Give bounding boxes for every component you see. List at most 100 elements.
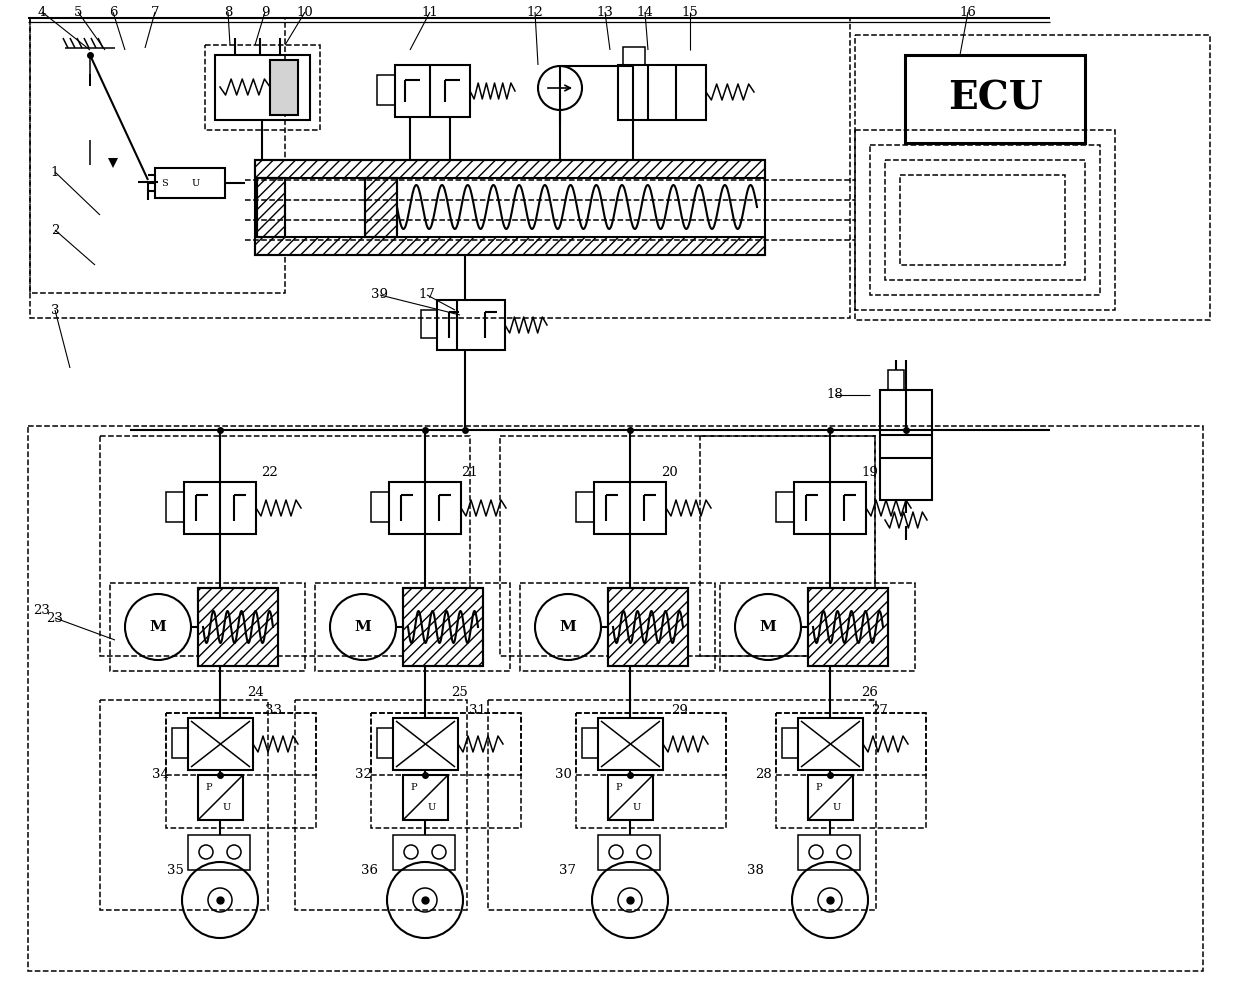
- Text: 13: 13: [596, 6, 614, 19]
- Text: 38: 38: [746, 863, 764, 876]
- Bar: [371, 713, 521, 828]
- Bar: [701, 436, 875, 656]
- Polygon shape: [108, 158, 118, 168]
- Bar: [30, 18, 285, 293]
- Text: 35: 35: [166, 863, 184, 876]
- Bar: [608, 588, 688, 666]
- Bar: [776, 492, 794, 522]
- Bar: [808, 775, 853, 820]
- Bar: [30, 18, 849, 318]
- Bar: [172, 728, 188, 758]
- Text: M: M: [355, 620, 372, 634]
- Bar: [799, 718, 863, 770]
- Text: M: M: [559, 620, 577, 634]
- Bar: [598, 835, 660, 870]
- Text: P: P: [410, 782, 417, 791]
- Text: U: U: [632, 802, 641, 811]
- Bar: [582, 728, 598, 758]
- Text: 21: 21: [461, 466, 479, 479]
- Bar: [794, 482, 866, 534]
- Text: 39: 39: [372, 289, 388, 302]
- Bar: [255, 160, 765, 255]
- Bar: [166, 713, 316, 775]
- Bar: [371, 713, 521, 775]
- Bar: [155, 168, 224, 198]
- Bar: [618, 65, 706, 120]
- Text: 9: 9: [260, 6, 269, 19]
- Bar: [100, 436, 470, 656]
- Bar: [198, 588, 278, 666]
- Text: 37: 37: [559, 863, 577, 876]
- Bar: [188, 835, 250, 870]
- Bar: [188, 718, 253, 770]
- Bar: [166, 492, 184, 522]
- Text: 30: 30: [554, 768, 572, 781]
- Bar: [577, 713, 725, 775]
- Bar: [880, 390, 932, 500]
- Bar: [29, 426, 1203, 971]
- Text: M: M: [150, 620, 166, 634]
- Bar: [393, 718, 458, 770]
- Bar: [396, 65, 470, 117]
- Bar: [315, 583, 510, 671]
- Bar: [808, 588, 888, 666]
- Text: 28: 28: [755, 768, 771, 781]
- Text: 5: 5: [74, 6, 82, 19]
- Bar: [257, 178, 285, 237]
- Text: 31: 31: [469, 703, 485, 716]
- Bar: [608, 588, 688, 666]
- Text: 3: 3: [51, 304, 60, 317]
- Bar: [365, 178, 397, 237]
- Bar: [255, 160, 765, 178]
- Text: 6: 6: [109, 6, 118, 19]
- Bar: [856, 130, 1115, 310]
- Bar: [422, 310, 436, 338]
- Bar: [856, 35, 1210, 320]
- Bar: [622, 47, 645, 65]
- Text: U: U: [192, 179, 200, 188]
- Text: 8: 8: [223, 6, 232, 19]
- Bar: [270, 60, 298, 115]
- Bar: [905, 55, 1085, 143]
- Text: 26: 26: [862, 685, 878, 698]
- Text: P: P: [615, 782, 621, 791]
- Bar: [808, 588, 888, 666]
- Bar: [403, 588, 484, 666]
- Text: 34: 34: [151, 768, 169, 781]
- Bar: [110, 583, 305, 671]
- Bar: [215, 55, 310, 120]
- Bar: [870, 145, 1100, 295]
- Text: 18: 18: [827, 389, 843, 402]
- Bar: [500, 436, 875, 656]
- Bar: [799, 835, 861, 870]
- Bar: [377, 728, 393, 758]
- Bar: [389, 482, 461, 534]
- Text: 14: 14: [636, 6, 653, 19]
- Text: U: U: [833, 802, 841, 811]
- Text: 33: 33: [264, 703, 281, 716]
- Bar: [365, 178, 397, 237]
- Text: M: M: [760, 620, 776, 634]
- Text: 23: 23: [47, 611, 63, 624]
- Text: 2: 2: [51, 224, 60, 237]
- Bar: [184, 482, 255, 534]
- Text: 12: 12: [527, 6, 543, 19]
- Bar: [885, 160, 1085, 280]
- Bar: [198, 588, 278, 666]
- Text: 27: 27: [872, 703, 888, 716]
- Bar: [776, 713, 926, 775]
- Text: 36: 36: [362, 863, 378, 876]
- Text: 32: 32: [355, 768, 372, 781]
- Bar: [720, 583, 915, 671]
- Bar: [198, 775, 243, 820]
- Bar: [255, 237, 765, 255]
- Bar: [577, 492, 594, 522]
- Text: 29: 29: [672, 703, 688, 716]
- Text: 23: 23: [33, 603, 51, 616]
- Bar: [100, 700, 268, 910]
- Text: 10: 10: [296, 6, 314, 19]
- Text: 15: 15: [682, 6, 698, 19]
- Text: 4: 4: [37, 6, 46, 19]
- Bar: [295, 700, 467, 910]
- Text: 22: 22: [262, 466, 278, 479]
